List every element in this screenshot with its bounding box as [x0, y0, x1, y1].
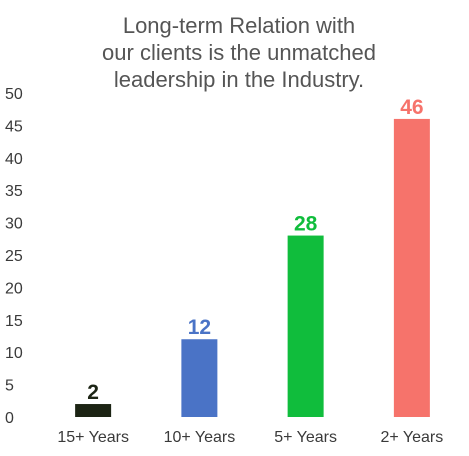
chart-title-line-3: leadership in the Industry.	[114, 67, 364, 92]
y-tick-label: 0	[5, 410, 14, 427]
y-tick-label: 5	[5, 378, 14, 395]
x-tick-label: 10+ Years	[164, 429, 236, 446]
chart-title-line-1: Long-term Relation with	[123, 13, 355, 38]
y-tick-label: 35	[5, 183, 23, 200]
y-tick-label: 25	[5, 248, 23, 265]
bar	[75, 404, 112, 417]
x-tick-label: 5+ Years	[274, 429, 337, 446]
bar-value-label: 2	[87, 381, 99, 404]
bar	[181, 339, 218, 417]
y-tick-label: 20	[5, 280, 23, 297]
chart-title: Long-term Relation with our clients is t…	[102, 13, 376, 92]
x-tick-label: 15+ Years	[57, 429, 129, 446]
bars	[75, 118, 430, 418]
y-tick-label: 40	[5, 151, 23, 168]
chart-title-line-2: our clients is the unmatched	[102, 40, 376, 65]
bar	[393, 118, 430, 418]
y-tick-label: 10	[5, 345, 23, 362]
y-axis: 0 5 10 15 20 25 30 35 40 45 50	[5, 86, 23, 427]
x-axis: 15+ Years 10+ Years 5+ Years 2+ Years	[57, 429, 443, 446]
bar-value-label: 12	[188, 316, 211, 339]
y-tick-label: 30	[5, 216, 23, 233]
y-tick-label: 45	[5, 118, 23, 135]
bar	[287, 235, 324, 417]
bar-value-label: 46	[400, 96, 423, 119]
y-tick-label: 15	[5, 313, 23, 330]
value-labels: 2 12 28 46	[87, 96, 423, 404]
bar-value-label: 28	[294, 213, 318, 236]
y-tick-label: 50	[5, 86, 23, 103]
x-tick-label: 2+ Years	[381, 429, 444, 446]
